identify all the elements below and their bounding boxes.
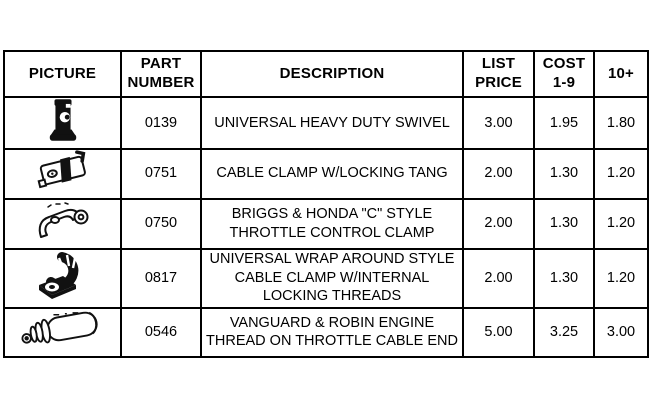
table-row: 0817 UNIVERSAL WRAP AROUND STYLE CABLE C…: [3, 247, 649, 309]
cost-10-plus-cell: 1.20: [593, 197, 649, 250]
cable-clamp-locking-tang-drawing: [37, 150, 86, 189]
description-cell: VANGUARD & ROBIN ENGINE THREAD ON THROTT…: [200, 306, 464, 359]
table-body: 0139 UNIVERSAL HEAVY DUTY SWIVEL 3.00 1.…: [3, 96, 649, 359]
table-header: PICTURE PART NUMBER DESCRIPTION LIST PRI…: [3, 50, 649, 98]
part-number-cell: 0750: [120, 197, 202, 250]
part-drawing: [7, 99, 118, 142]
part-number-cell: 0546: [120, 306, 202, 359]
column-header-picture: PICTURE: [3, 50, 122, 98]
parts-price-table-container: PICTURE PART NUMBER DESCRIPTION LIST PRI…: [3, 50, 649, 359]
column-header-part-number: PART NUMBER: [120, 50, 202, 98]
list-price-cell: 2.00: [462, 197, 535, 250]
description-cell: UNIVERSAL WRAP AROUND STYLE CABLE CLAMP …: [200, 247, 464, 309]
column-header-cost-1-9: COST 1-9: [533, 50, 595, 98]
column-header-description: DESCRIPTION: [200, 50, 464, 98]
cost-1-9-cell: 1.30: [533, 247, 595, 309]
part-drawing: [7, 201, 118, 242]
cost-10-plus-cell: 1.80: [593, 96, 649, 150]
part-drawing: [7, 150, 118, 192]
thread-on-throttle-cable-end-drawing: [20, 311, 98, 344]
column-header-10-plus: 10+: [593, 50, 649, 98]
description-cell: BRIGGS & HONDA "C" STYLE THROTTLE CONTRO…: [200, 197, 464, 250]
column-header-list-price: LIST PRICE: [462, 50, 535, 98]
part-drawing: [7, 251, 118, 301]
description-cell: UNIVERSAL HEAVY DUTY SWIVEL: [200, 96, 464, 150]
part-picture-cell: [3, 147, 122, 200]
part-picture-cell: [3, 96, 122, 150]
parts-price-table: PICTURE PART NUMBER DESCRIPTION LIST PRI…: [3, 50, 649, 359]
c-style-throttle-control-clamp-drawing: [38, 201, 88, 238]
table-row: 0139 UNIVERSAL HEAVY DUTY SWIVEL 3.00 1.…: [3, 96, 649, 150]
cost-1-9-cell: 1.30: [533, 147, 595, 200]
list-price-cell: 2.00: [462, 247, 535, 309]
table-row: 0546 VANGUARD & ROBIN ENGINE THREAD ON T…: [3, 306, 649, 359]
cost-1-9-cell: 1.95: [533, 96, 595, 150]
description-cell: CABLE CLAMP W/LOCKING TANG: [200, 147, 464, 200]
list-price-cell: 5.00: [462, 306, 535, 359]
part-number-cell: 0751: [120, 147, 202, 200]
part-number-cell: 0817: [120, 247, 202, 309]
part-picture-cell: [3, 197, 122, 250]
cost-10-plus-cell: 1.20: [593, 247, 649, 309]
cost-10-plus-cell: 3.00: [593, 306, 649, 359]
part-number-cell: 0139: [120, 96, 202, 150]
cost-10-plus-cell: 1.20: [593, 147, 649, 200]
part-picture-cell: [3, 306, 122, 359]
list-price-cell: 2.00: [462, 147, 535, 200]
table-row: 0751 CABLE CLAMP W/LOCKING TANG 2.00 1.3…: [3, 147, 649, 200]
list-price-cell: 3.00: [462, 96, 535, 150]
wrap-around-cable-clamp-drawing: [38, 252, 78, 300]
part-drawing: [7, 310, 118, 351]
table-row: 0750 BRIGGS & HONDA "C" STYLE THROTTLE C…: [3, 197, 649, 250]
header-row: PICTURE PART NUMBER DESCRIPTION LIST PRI…: [3, 50, 649, 98]
cost-1-9-cell: 1.30: [533, 197, 595, 250]
part-picture-cell: [3, 247, 122, 309]
cost-1-9-cell: 3.25: [533, 306, 595, 359]
universal-heavy-duty-swivel-drawing: [49, 99, 76, 141]
